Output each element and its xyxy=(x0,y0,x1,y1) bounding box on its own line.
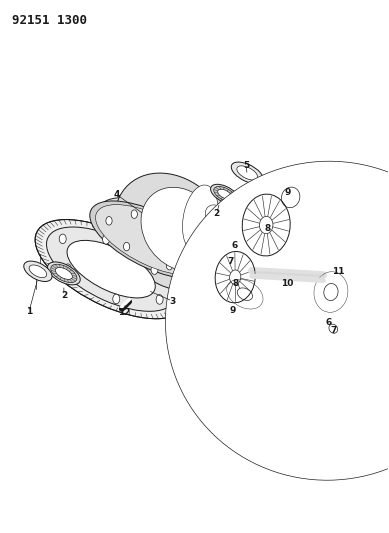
Polygon shape xyxy=(229,281,233,285)
Ellipse shape xyxy=(237,288,252,301)
Circle shape xyxy=(166,261,173,270)
Polygon shape xyxy=(254,286,259,290)
Polygon shape xyxy=(344,285,348,291)
Ellipse shape xyxy=(222,296,252,317)
Polygon shape xyxy=(242,279,245,282)
Polygon shape xyxy=(323,307,328,312)
Text: 9: 9 xyxy=(284,188,291,197)
Polygon shape xyxy=(227,292,231,296)
Polygon shape xyxy=(249,281,253,286)
Ellipse shape xyxy=(47,262,80,285)
Ellipse shape xyxy=(182,185,218,252)
Circle shape xyxy=(174,229,180,238)
Ellipse shape xyxy=(90,201,214,279)
Ellipse shape xyxy=(259,216,273,233)
Text: 92151 1300: 92151 1300 xyxy=(12,14,87,27)
Text: 1: 1 xyxy=(26,307,32,316)
Ellipse shape xyxy=(275,180,306,215)
Circle shape xyxy=(131,210,137,219)
Ellipse shape xyxy=(231,238,242,250)
Ellipse shape xyxy=(324,284,338,301)
Ellipse shape xyxy=(210,184,239,204)
Polygon shape xyxy=(338,303,343,309)
Text: 4: 4 xyxy=(114,190,120,199)
Ellipse shape xyxy=(230,282,260,306)
Polygon shape xyxy=(314,283,319,289)
Ellipse shape xyxy=(214,187,236,202)
Ellipse shape xyxy=(223,251,240,268)
Ellipse shape xyxy=(195,195,237,237)
Circle shape xyxy=(64,264,71,273)
Ellipse shape xyxy=(231,162,263,184)
Polygon shape xyxy=(326,272,331,276)
Polygon shape xyxy=(230,298,235,302)
Text: 5: 5 xyxy=(243,161,249,170)
Polygon shape xyxy=(259,293,263,296)
Text: 3: 3 xyxy=(169,296,175,305)
Circle shape xyxy=(106,216,112,225)
Text: 7: 7 xyxy=(330,326,336,335)
Text: 10: 10 xyxy=(281,279,294,288)
Ellipse shape xyxy=(230,270,241,284)
Ellipse shape xyxy=(325,320,342,337)
Ellipse shape xyxy=(35,220,187,319)
Polygon shape xyxy=(227,286,231,290)
Polygon shape xyxy=(334,272,339,277)
Text: 2: 2 xyxy=(214,209,220,218)
Ellipse shape xyxy=(97,198,218,277)
Polygon shape xyxy=(259,298,263,302)
Polygon shape xyxy=(251,306,256,309)
Ellipse shape xyxy=(215,252,255,303)
Polygon shape xyxy=(244,305,248,309)
Circle shape xyxy=(103,235,110,244)
Polygon shape xyxy=(256,303,261,307)
Circle shape xyxy=(113,294,120,304)
Polygon shape xyxy=(331,308,336,312)
Ellipse shape xyxy=(141,187,221,271)
Polygon shape xyxy=(319,275,324,281)
Ellipse shape xyxy=(242,194,290,256)
Polygon shape xyxy=(234,279,239,282)
Ellipse shape xyxy=(24,261,52,281)
Ellipse shape xyxy=(227,254,236,264)
Ellipse shape xyxy=(55,268,72,279)
Polygon shape xyxy=(343,295,347,301)
Ellipse shape xyxy=(218,189,232,199)
Ellipse shape xyxy=(226,233,247,255)
Ellipse shape xyxy=(228,300,246,313)
Circle shape xyxy=(59,234,66,244)
Text: 6: 6 xyxy=(325,318,331,327)
Text: 8: 8 xyxy=(264,224,270,233)
Text: 9: 9 xyxy=(229,305,236,314)
Circle shape xyxy=(123,243,130,251)
Ellipse shape xyxy=(47,227,176,311)
Circle shape xyxy=(156,295,163,304)
Ellipse shape xyxy=(317,310,339,332)
Ellipse shape xyxy=(237,166,258,180)
Polygon shape xyxy=(341,277,345,282)
Ellipse shape xyxy=(317,276,345,309)
Text: 2: 2 xyxy=(61,291,67,300)
Text: 8: 8 xyxy=(233,279,239,288)
Ellipse shape xyxy=(96,205,208,275)
Polygon shape xyxy=(237,303,241,306)
Ellipse shape xyxy=(329,324,338,333)
Text: 12: 12 xyxy=(118,308,130,317)
Ellipse shape xyxy=(281,187,300,208)
Ellipse shape xyxy=(115,173,232,291)
Ellipse shape xyxy=(205,205,226,227)
Ellipse shape xyxy=(29,265,47,278)
Polygon shape xyxy=(314,293,317,298)
Ellipse shape xyxy=(67,240,155,298)
Text: 7: 7 xyxy=(227,257,233,265)
Ellipse shape xyxy=(51,264,77,282)
Circle shape xyxy=(151,265,158,274)
Text: 6: 6 xyxy=(231,241,238,250)
Circle shape xyxy=(192,255,198,263)
Text: 11: 11 xyxy=(332,268,344,276)
Ellipse shape xyxy=(165,161,389,480)
Polygon shape xyxy=(316,301,321,308)
